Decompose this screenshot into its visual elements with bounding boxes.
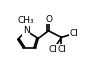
Text: CH₃: CH₃ [18,16,34,25]
Text: Cl: Cl [70,29,79,38]
Text: O: O [45,15,52,24]
Text: Cl: Cl [49,45,58,54]
Text: N: N [23,26,29,35]
Text: Cl: Cl [57,45,66,54]
